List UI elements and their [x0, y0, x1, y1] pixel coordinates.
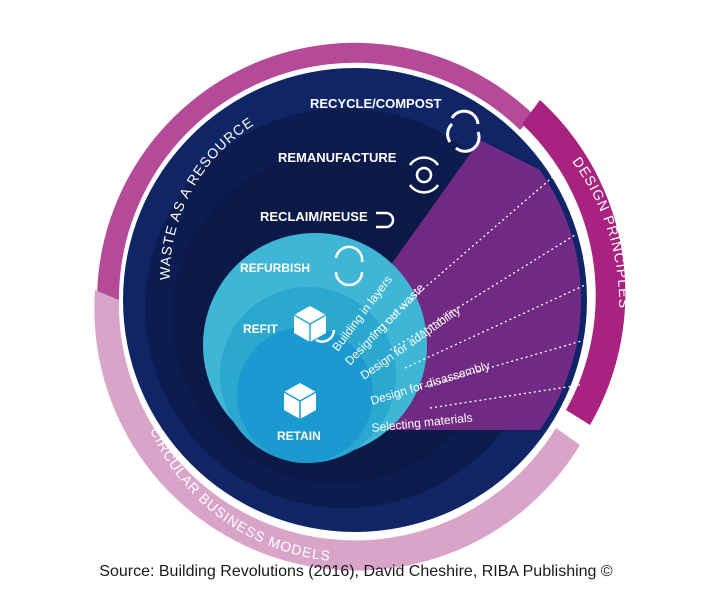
stage-reclaim-label: RECLAIM/REUSE [260, 209, 368, 224]
stage-recycle-label: RECYCLE/COMPOST [310, 96, 442, 111]
source-caption: Source: Building Revolutions (2016), Dav… [99, 563, 613, 580]
return-arrow-icon [376, 211, 395, 229]
leader-line [389, 234, 576, 351]
leader-line [419, 339, 586, 389]
leader-lines [369, 174, 586, 409]
ring-business-segment [94, 290, 581, 571]
recycle-arrows-icon [446, 109, 481, 153]
stage-retain-label: RETAIN [277, 429, 321, 443]
ring-design-segment [522, 100, 626, 425]
stage-refit-label: REFIT [243, 322, 278, 336]
leader-line [369, 174, 556, 336]
stage-remanufacture-label: REMANUFACTURE [278, 150, 397, 165]
leader-line [404, 284, 586, 369]
cube-arrow-icon [293, 306, 336, 343]
stage-refurbish-label: REFURBISH [240, 261, 310, 275]
ring-waste-segment [97, 42, 534, 301]
gear-cycle-icon [408, 156, 440, 194]
cube-icon [283, 383, 317, 419]
leader-line [429, 384, 581, 409]
refurbish-cycle-icon [334, 245, 364, 287]
